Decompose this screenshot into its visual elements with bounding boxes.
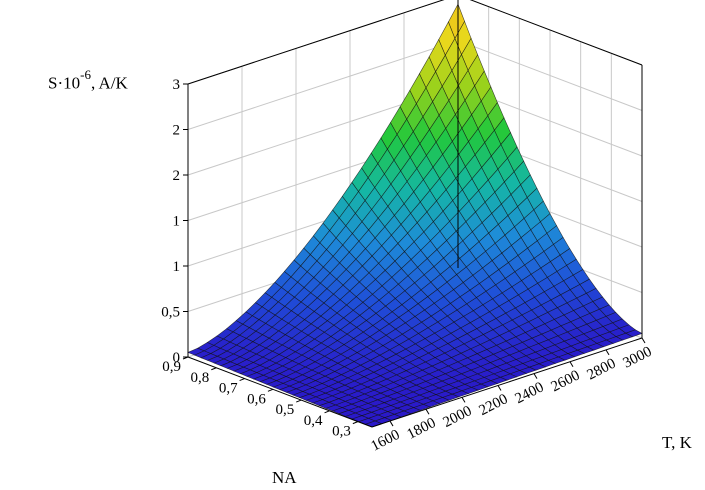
x-tick-mark — [425, 408, 430, 415]
x-tick-label: 1800 — [405, 415, 439, 443]
y-tick-label: 0,5 — [275, 402, 294, 418]
z-tick-label: 3 — [173, 77, 181, 93]
z-tick-label: 2 — [173, 168, 181, 184]
x-tick-label: 2000 — [441, 403, 475, 431]
z-tick-label: 1 — [173, 259, 181, 275]
x-tick-label: 2800 — [585, 356, 619, 384]
y-tick-label: 0,9 — [162, 359, 181, 375]
z-axis-label: S·10-6, A/K — [48, 67, 128, 94]
y-tick-mark — [324, 410, 330, 414]
y-tick-mark — [239, 378, 245, 382]
y-tick-mark — [267, 388, 274, 392]
x-axis-line — [371, 337, 643, 428]
z-tick-label: 0 — [173, 350, 181, 366]
z-axis-label-base: 10 — [63, 73, 81, 93]
x-tick-label: 1600 — [369, 427, 403, 455]
z-tick-label: 2 — [173, 123, 181, 139]
x-tick-mark — [389, 420, 394, 427]
surface-mesh — [187, 3, 643, 428]
x-tick-mark — [641, 337, 646, 344]
x-tick-label: 2200 — [477, 391, 511, 419]
z-axis-label-dot: · — [57, 73, 64, 93]
y-tick-label: 0,4 — [304, 413, 323, 429]
x-tick-mark — [533, 373, 538, 379]
x-tick-label: 2400 — [513, 379, 547, 407]
y-tick-mark — [352, 421, 359, 425]
z-tick-label: 1 — [173, 214, 181, 230]
y-tick-label: 0,8 — [191, 370, 210, 386]
y-axis-label: NA — [272, 468, 297, 487]
x-axis-label: T, K — [662, 433, 693, 452]
z-axis-label-suffix: , A/K — [90, 73, 128, 93]
z-tick-label: 0,5 — [161, 305, 180, 321]
y-tick-mark — [296, 399, 302, 403]
x-tick-label: 3000 — [621, 344, 655, 372]
z-gridline — [187, 0, 643, 85]
z-axis-ticks: 0 0,5 1 1 2 2 3 — [161, 77, 188, 366]
x-tick-mark — [497, 385, 502, 391]
x-tick-mark — [461, 397, 466, 403]
z-axis-label-prefix: S — [48, 73, 58, 93]
x-tick-label: 2600 — [549, 367, 583, 395]
y-tick-label: 0,7 — [219, 381, 238, 397]
y-tick-label: 0,3 — [332, 424, 351, 440]
x-tick-mark — [569, 361, 574, 367]
z-axis-label-exponent: -6 — [80, 67, 91, 82]
y-tick-mark — [211, 367, 217, 371]
x-tick-mark — [605, 349, 610, 356]
top-back-edges — [187, 0, 643, 85]
y-tick-label: 0,6 — [247, 391, 266, 407]
y-tick-mark — [182, 356, 189, 360]
y-axis-line — [187, 356, 373, 428]
y-axis-ticks: 0,3 0,4 0,5 0,6 0,7 0,8 0,9 — [162, 356, 359, 440]
